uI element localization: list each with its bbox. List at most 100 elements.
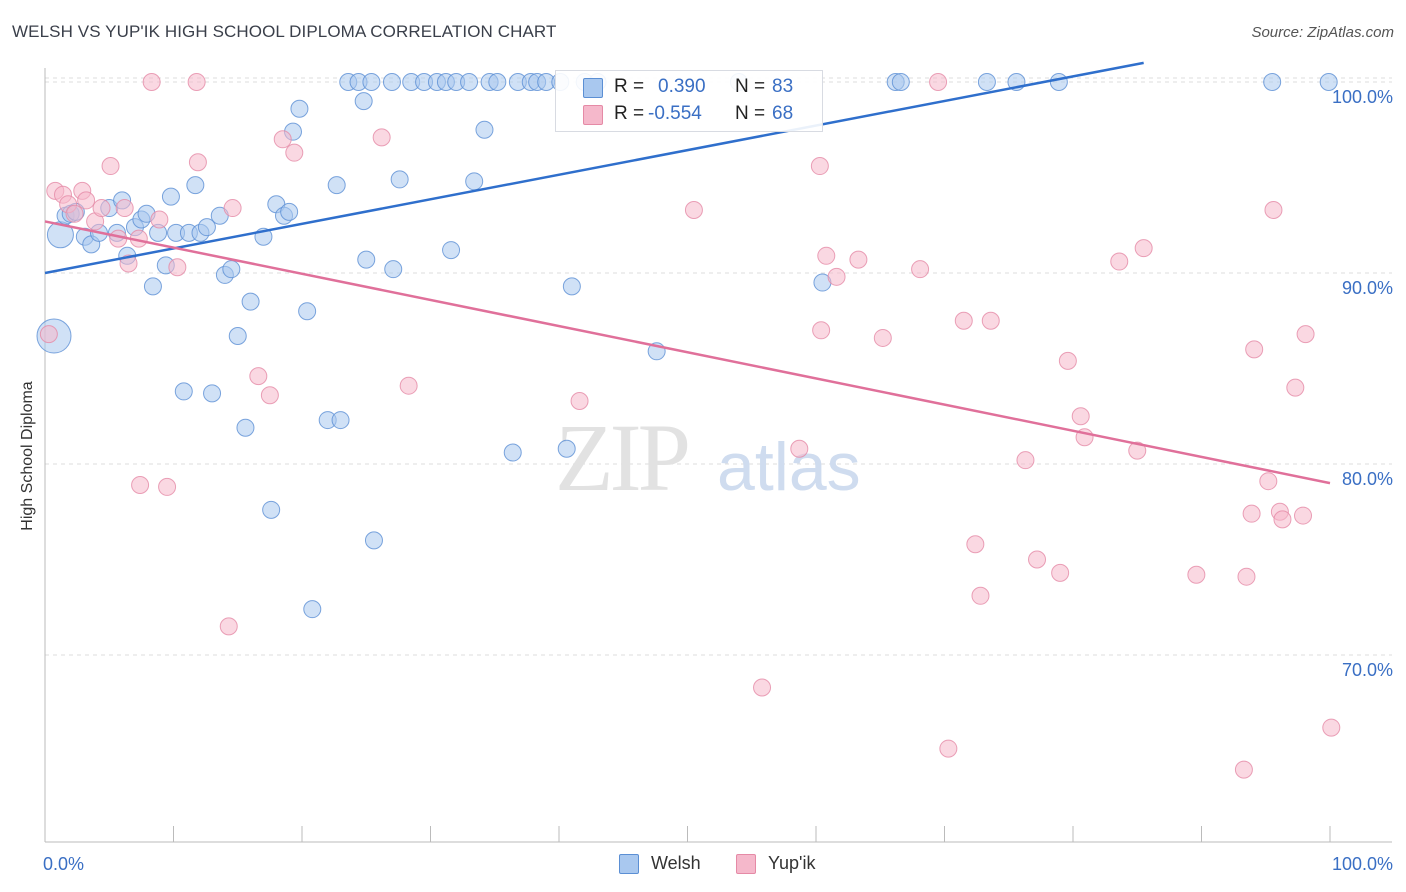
y-tick-label: 70.0%: [1342, 660, 1393, 680]
yupik-point: [1294, 506, 1313, 525]
yupik-point: [812, 321, 831, 340]
yupik-point: [168, 258, 187, 277]
yupik-point: [1134, 239, 1153, 258]
yupik-point: [188, 153, 207, 172]
welsh-point: [362, 73, 381, 91]
yupik-point: [273, 130, 292, 149]
y-tick-label: 80.0%: [1342, 469, 1393, 489]
welsh-trend-line: [44, 61, 1144, 275]
welsh-point: [262, 500, 281, 519]
welsh-points: [36, 73, 1338, 619]
welsh-point: [331, 411, 350, 430]
welsh-point: [143, 277, 162, 296]
welsh-point: [174, 382, 193, 401]
yupik-point: [1242, 504, 1261, 523]
welsh-point: [390, 170, 409, 189]
yupik-point: [684, 200, 703, 219]
watermark: ZIP atlas: [555, 404, 861, 511]
welsh-point: [228, 327, 247, 346]
welsh-point: [303, 600, 322, 619]
yupik-point: [939, 739, 958, 758]
yupik-n-label: N =: [735, 103, 766, 124]
y-tick-label: 100.0%: [1332, 87, 1393, 107]
welsh-point: [364, 531, 383, 550]
welsh-point: [236, 418, 255, 437]
welsh-point: [382, 73, 401, 91]
welsh-point: [161, 187, 180, 206]
yupik-point: [158, 477, 177, 496]
yupik-point: [101, 157, 120, 176]
yupik-point: [1322, 718, 1341, 737]
yupik-point: [131, 476, 150, 495]
welsh-point: [298, 302, 317, 321]
yupik-point: [1028, 550, 1047, 569]
welsh-point: [354, 92, 373, 111]
welsh-point: [557, 439, 576, 458]
yupik-points: [39, 73, 1341, 779]
welsh-point: [488, 73, 507, 91]
chart-source: Source: ZipAtlas.com: [1251, 24, 1394, 41]
legend-label-yupik: Yup'ik: [768, 853, 816, 873]
yupik-point: [399, 376, 418, 395]
watermark-zip: ZIP: [555, 404, 688, 511]
yupik-point: [1259, 472, 1278, 491]
yupik-point: [1058, 351, 1077, 370]
yupik-point: [810, 157, 829, 176]
welsh-point: [1049, 73, 1068, 91]
yupik-point: [1051, 563, 1070, 582]
yupik-r-value: -0.554: [648, 103, 702, 124]
x-tick-label: 0.0%: [43, 854, 84, 874]
yupik-point: [285, 143, 304, 162]
welsh-swatch: [583, 78, 603, 98]
yupik-point: [1286, 378, 1305, 397]
yupik-point: [827, 267, 846, 286]
welsh-point: [186, 176, 205, 195]
legend-label-welsh: Welsh: [651, 853, 701, 873]
yupik-point: [1071, 407, 1090, 426]
yupik-point: [92, 199, 111, 218]
legend-swatch-yupik: [736, 854, 756, 874]
yupik-point: [1296, 325, 1315, 344]
yupik-point: [790, 439, 809, 458]
welsh-point: [503, 443, 522, 462]
welsh-point: [241, 292, 260, 311]
welsh-n-value: 83: [772, 76, 794, 97]
welsh-point: [280, 202, 299, 221]
welsh-n-label: N =: [735, 76, 766, 97]
welsh-point: [1319, 73, 1338, 91]
yupik-point: [150, 210, 169, 229]
welsh-point: [562, 277, 581, 296]
welsh-point: [465, 172, 484, 191]
yupik-point: [119, 254, 138, 273]
welsh-point: [1263, 73, 1282, 91]
welsh-point: [197, 218, 216, 237]
yupik-point: [1016, 451, 1035, 470]
welsh-point: [203, 384, 222, 403]
stats-row-welsh: R = 0.390 N = 83: [556, 74, 822, 100]
yupik-point: [971, 586, 990, 605]
yupik-point: [966, 535, 985, 554]
yupik-r-label: R =: [614, 103, 645, 124]
yupik-point: [873, 328, 892, 347]
welsh-point: [222, 260, 241, 279]
yupik-point: [849, 250, 868, 269]
yupik-point: [753, 678, 772, 697]
x-tick-label: 100.0%: [1332, 854, 1393, 874]
yupik-point: [1128, 441, 1147, 460]
yupik-point: [929, 73, 948, 91]
yupik-point: [39, 325, 58, 344]
yupik-point: [954, 311, 973, 330]
welsh-point: [977, 73, 996, 91]
yupik-point: [219, 617, 238, 636]
yupik-point: [1264, 200, 1283, 219]
stats-row-yupik: R = -0.554 N = 68: [556, 101, 822, 127]
welsh-point: [891, 73, 910, 91]
yupik-point: [115, 199, 134, 218]
welsh-point: [475, 120, 494, 139]
watermark-atlas: atlas: [717, 429, 861, 505]
yupik-point: [817, 246, 836, 265]
yupik-point: [65, 204, 84, 223]
yupik-point: [1110, 252, 1129, 271]
welsh-r-label: R =: [614, 76, 645, 97]
